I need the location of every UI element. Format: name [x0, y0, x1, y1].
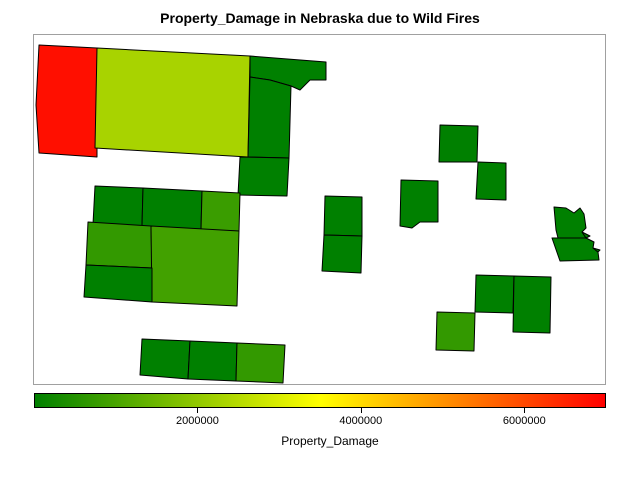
county-se-1[interactable]: [474, 274, 515, 314]
legend-tick-label: 2000000: [176, 415, 219, 427]
county-wc-3[interactable]: [200, 190, 241, 232]
color-ramp-legend: [34, 393, 606, 408]
county-south-2[interactable]: [187, 340, 238, 382]
legend-tick-label: 4000000: [339, 415, 383, 427]
county-north-lower[interactable]: [237, 156, 290, 197]
county-wc-1[interactable]: [92, 185, 144, 227]
county-wc-2[interactable]: [141, 187, 203, 231]
county-wc-6[interactable]: [83, 264, 153, 303]
legend-tick-mark: [360, 408, 362, 413]
county-ne-2[interactable]: [475, 161, 507, 201]
county-wc-4[interactable]: [85, 221, 153, 269]
legend-tick-label: 6000000: [502, 415, 546, 427]
county-se-3[interactable]: [435, 311, 476, 352]
county-far-east-4[interactable]: [592, 247, 601, 253]
county-panhandle-central[interactable]: [94, 47, 251, 158]
county-ne-1[interactable]: [438, 124, 479, 163]
county-se-2[interactable]: [512, 275, 552, 334]
county-east-central[interactable]: [399, 179, 439, 229]
county-south-1[interactable]: [139, 338, 191, 380]
county-wc-5[interactable]: [150, 225, 240, 307]
map-frame: [33, 34, 606, 385]
map-title: Property_Damage in Nebraska due to Wild …: [160, 10, 480, 26]
county-far-east-2[interactable]: [551, 237, 600, 262]
county-north-mid[interactable]: [247, 76, 292, 159]
county-south-3[interactable]: [235, 342, 286, 384]
county-central-2[interactable]: [321, 234, 363, 274]
legend-title: Property_Damage: [281, 434, 379, 448]
county-central-1[interactable]: [323, 195, 363, 237]
county-panhandle-west[interactable]: [35, 44, 98, 158]
county-far-east-1[interactable]: [553, 206, 587, 239]
county-far-east-3[interactable]: [581, 231, 591, 239]
legend-tick-mark: [524, 408, 526, 413]
legend-tick-mark: [197, 408, 199, 413]
